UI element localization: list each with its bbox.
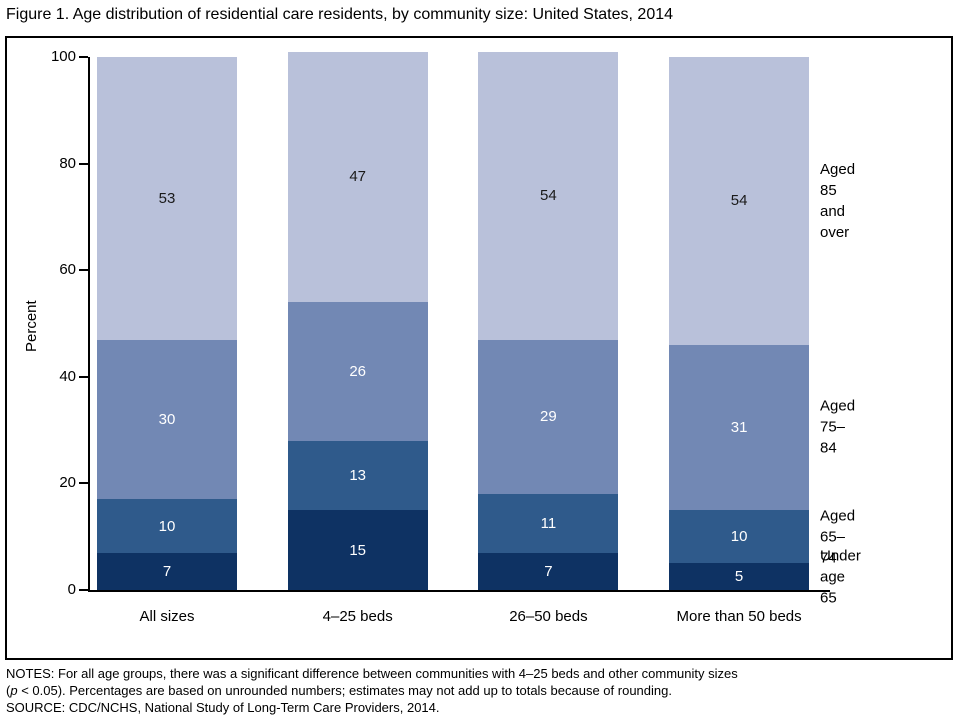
bar-segment: 5 <box>669 563 810 590</box>
y-tick-mark <box>79 162 88 165</box>
y-tick-mark <box>79 56 88 58</box>
notes-line-1: NOTES: For all age groups, there was a s… <box>6 666 738 681</box>
figure-title: Figure 1. Age distribution of residentia… <box>6 6 674 23</box>
y-tick-label: 100 <box>50 48 76 65</box>
x-category-label: 26–50 beds <box>509 608 588 625</box>
bar-segment: 31 <box>669 344 810 511</box>
x-category-label: 4–25 beds <box>322 608 393 625</box>
bar-value-label: 10 <box>158 517 176 535</box>
p-value-symbol: p <box>10 683 18 698</box>
bar-value-label: 13 <box>349 466 367 484</box>
bar-value-label: 5 <box>734 568 744 586</box>
bar-value-label: 31 <box>730 418 748 436</box>
bar-segment: 10 <box>669 510 810 564</box>
bar-segment: 26 <box>287 302 428 441</box>
bar-value-label: 10 <box>730 528 748 546</box>
notes-line-2: (p < 0.05). Percentages are based on unr… <box>6 683 672 698</box>
bar-value-label: 47 <box>349 168 367 186</box>
y-tick-label: 60 <box>59 261 76 279</box>
bar-segment: 7 <box>97 552 237 590</box>
plot-area: 0 20 40 60 80 100 7 10 30 53 All sizes 15 13 26 47 4–25… <box>51 48 861 625</box>
y-tick-label: 40 <box>59 367 76 385</box>
bar-value-label: 54 <box>540 187 557 205</box>
chart-frame: Percent 0 20 40 60 80 100 7 10 30 53 All sizes 15 13… <box>5 36 953 660</box>
series-label: Aged 85 and over <box>820 160 856 241</box>
y-tick-mark <box>79 375 88 378</box>
bar-value-label: 15 <box>349 541 367 559</box>
y-tick-label: 20 <box>59 474 76 492</box>
bar-value-label: 7 <box>544 562 553 580</box>
stacked-bar: 5 10 31 54 <box>669 57 810 590</box>
bar-segment: 7 <box>478 552 619 590</box>
notes-source-line: SOURCE: CDC/NCHS, National Study of Long… <box>6 700 440 715</box>
stacked-bar: 15 13 26 47 <box>287 51 428 590</box>
y-tick-label: 80 <box>59 154 76 172</box>
chart-notes: NOTES: For all age groups, there was a s… <box>6 665 738 716</box>
bar-value-label: 7 <box>162 562 172 580</box>
bar-segment: 54 <box>478 51 619 340</box>
y-axis-line <box>88 57 90 592</box>
y-tick-mark <box>79 589 88 591</box>
bar-segment: 54 <box>669 57 810 345</box>
bar-value-label: 26 <box>349 362 367 380</box>
bar-segment: 15 <box>287 510 428 590</box>
bar-value-label: 11 <box>540 514 557 532</box>
bar-segment: 47 <box>287 51 428 303</box>
stacked-bar: 7 10 30 53 <box>97 57 237 590</box>
bar-value-label: 30 <box>158 410 176 428</box>
y-tick-label: 0 <box>67 581 76 598</box>
y-tick-mark <box>79 482 88 485</box>
x-category-label: All sizes <box>139 608 195 625</box>
stacked-bar: 7 11 29 54 <box>478 51 619 590</box>
bar-value-label: 54 <box>730 192 748 210</box>
bar-segment: 10 <box>97 499 237 553</box>
bar-segment: 11 <box>478 494 619 553</box>
y-tick-mark <box>79 269 88 272</box>
x-category-label: More than 50 beds <box>676 608 802 625</box>
bar-segment: 53 <box>97 57 237 340</box>
series-label: Under age 65 <box>820 547 861 607</box>
x-axis-line <box>88 590 830 592</box>
bar-segment: 30 <box>97 339 237 500</box>
bar-segment: 13 <box>287 440 428 511</box>
y-axis-title: Percent <box>23 300 40 352</box>
series-label: Aged 75–84 <box>820 397 856 457</box>
bar-value-label: 29 <box>540 408 557 426</box>
bar-segment: 29 <box>478 339 619 495</box>
series-label: Aged 65–74 <box>820 507 856 567</box>
bar-value-label: 53 <box>158 189 176 207</box>
